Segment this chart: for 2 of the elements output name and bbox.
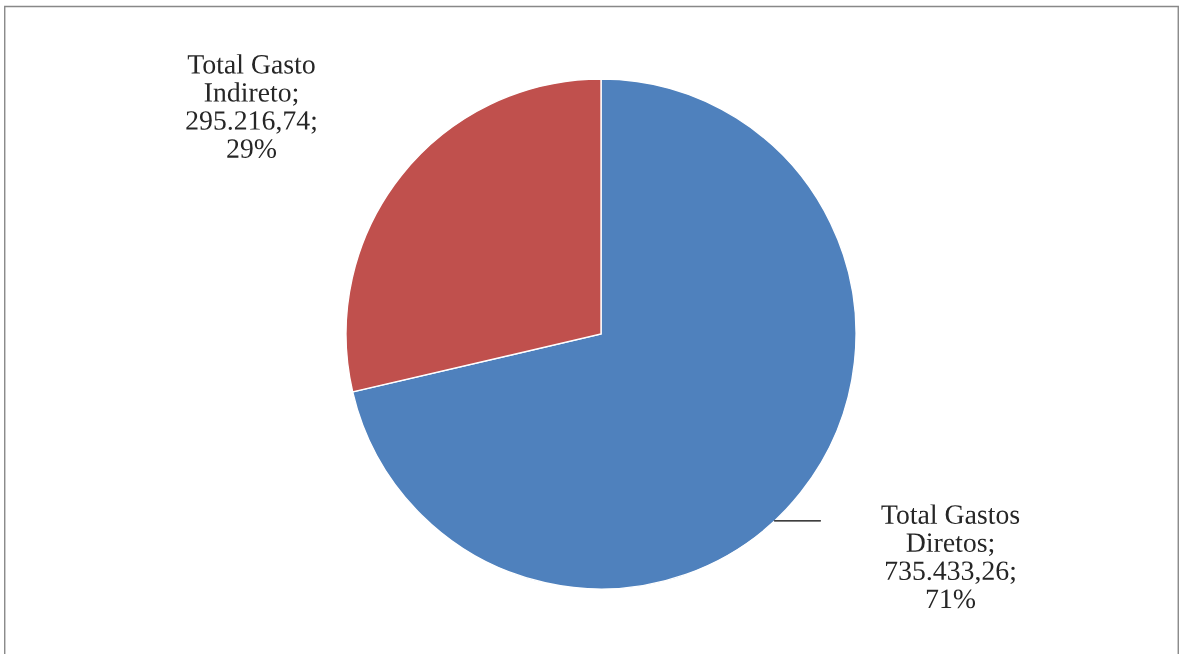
- slice-label: Total Gastos Diretos; 735.433,26; 71%: [881, 504, 1020, 609]
- slice-label: Total Gasto Indireto; 295.216,74; 29%: [186, 54, 316, 159]
